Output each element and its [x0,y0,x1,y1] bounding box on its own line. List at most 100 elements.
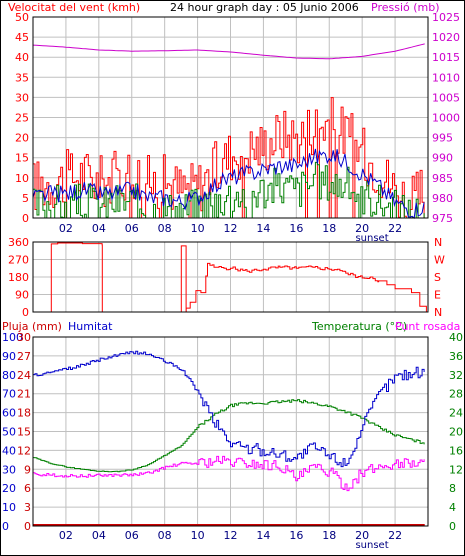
x-tick-label: 08 [158,529,172,542]
right-tick-label: 995 [432,132,453,145]
x-tick-label: 04 [92,222,106,235]
panel-frame-top [32,16,429,219]
rain-tick-label: 30 [17,331,31,344]
direction-tick-label: 90 [15,289,29,302]
direction-tick-label: 0 [22,306,29,319]
compass-label: N [434,236,442,249]
temperature-tick-label: 20 [449,426,463,439]
humidity-axis-title: Humitat [68,320,113,333]
rain-tick-label: 24 [17,369,31,382]
temperature-line [33,399,425,473]
right-tick-label: 980 [432,192,453,205]
humidity-tick-label: 20 [2,482,16,495]
rain-tick-label: 6 [24,482,31,495]
right-tick-label: 1025 [432,11,460,24]
direction-tick-label: 270 [8,254,29,267]
x-tick-label: 10 [191,222,205,235]
humidity-line [33,350,425,468]
right-tick-label: 1005 [432,91,460,104]
rain-tick-label: 3 [24,501,31,514]
right-tick-label: 975 [432,212,453,225]
compass-label: W [434,254,445,267]
temperature-tick-label: 40 [449,331,463,344]
x-tick-label: 20 [355,529,369,542]
wind-direction-line [33,242,427,313]
dewpoint-axis-title: Punt rosada [395,320,460,333]
x-tick-label: 18 [322,529,336,542]
x-tick-label: 10 [191,529,205,542]
panel-frame-bottom [32,336,429,527]
pressure-line [32,43,425,60]
rain-tick-label: 15 [17,426,31,439]
x-tick-label: 06 [125,529,139,542]
temperature-tick-label: 36 [449,350,463,363]
rain-tick-label: 0 [24,520,31,533]
right-tick-label: 990 [432,152,453,165]
x-tick-label: 14 [256,222,270,235]
temperature-axis-title: Temperatura (°C) [311,320,407,333]
rain-axis-title: Pluja (mm) [2,320,62,333]
rain-tick-label: 9 [24,463,31,476]
temperature-tick-label: 24 [449,407,463,420]
rain-tick-label: 12 [17,444,31,457]
x-tick-label: 16 [289,529,303,542]
left-tick-label: 5 [22,192,29,205]
x-tick-label: 12 [224,529,238,542]
x-tick-label: 02 [59,222,73,235]
humidity-tick-label: 60 [2,407,16,420]
left-tick-label: 0 [22,212,29,225]
right-tick-label: 1020 [432,31,460,44]
humidity-tick-label: 0 [2,520,9,533]
wind-average-line [32,148,425,219]
left-tick-label: 35 [15,71,29,84]
x-tick-label: 18 [322,222,336,235]
x-tick-label: 16 [289,222,303,235]
direction-tick-label: 180 [8,271,29,284]
left-tick-label: 30 [15,91,29,104]
left-tick-label: 25 [15,112,29,125]
left-tick-label: 20 [15,132,29,145]
temperature-tick-label: 12 [449,463,463,476]
humidity-tick-label: 80 [2,369,16,382]
left-tick-label: 45 [15,31,29,44]
wind-pressure-panel: 0510152025303540455097598098599099510001… [15,11,460,244]
humidity-tick-label: 10 [2,501,16,514]
humidity-tick-label: 90 [2,350,16,363]
sunset-label: sunset [355,540,388,551]
x-tick-label: 20 [355,222,369,235]
x-tick-label: 06 [125,222,139,235]
x-tick-label: 22 [388,222,402,235]
temperature-tick-label: 28 [449,388,463,401]
compass-label: N [434,306,442,319]
x-tick-label: 08 [158,222,172,235]
humidity-tick-label: 70 [2,388,16,401]
wind-speed-line [33,161,425,219]
right-tick-label: 1015 [432,51,460,64]
right-tick-label: 985 [432,172,453,185]
left-tick-label: 15 [15,152,29,165]
pressure-axis-title: Pressió (mb) [371,1,440,14]
compass-label: E [434,289,441,302]
rain-tick-label: 27 [17,350,31,363]
x-tick-label: 14 [256,529,270,542]
temperature-tick-label: 4 [449,501,456,514]
sunset-label: sunset [355,233,388,244]
left-tick-label: 40 [15,51,29,64]
temperature-tick-label: 8 [449,482,456,495]
humidity-tick-label: 40 [2,444,16,457]
rain-tick-label: 21 [17,388,31,401]
temperature-tick-label: 16 [449,444,463,457]
dewpoint-line [33,455,425,492]
x-tick-label: 12 [224,222,238,235]
humidity-tick-label: 100 [2,331,23,344]
compass-label: S [434,271,441,284]
temperature-tick-label: 0 [449,520,456,533]
chart-title: 24 hour graph day : 05 Junio 2006 [170,1,359,14]
panel-frame-middle [32,241,429,313]
direction-tick-label: 360 [8,236,29,249]
wind-axis-title: Velocitat del vent (kmh) [8,1,140,14]
rain-tick-label: 18 [17,407,31,420]
